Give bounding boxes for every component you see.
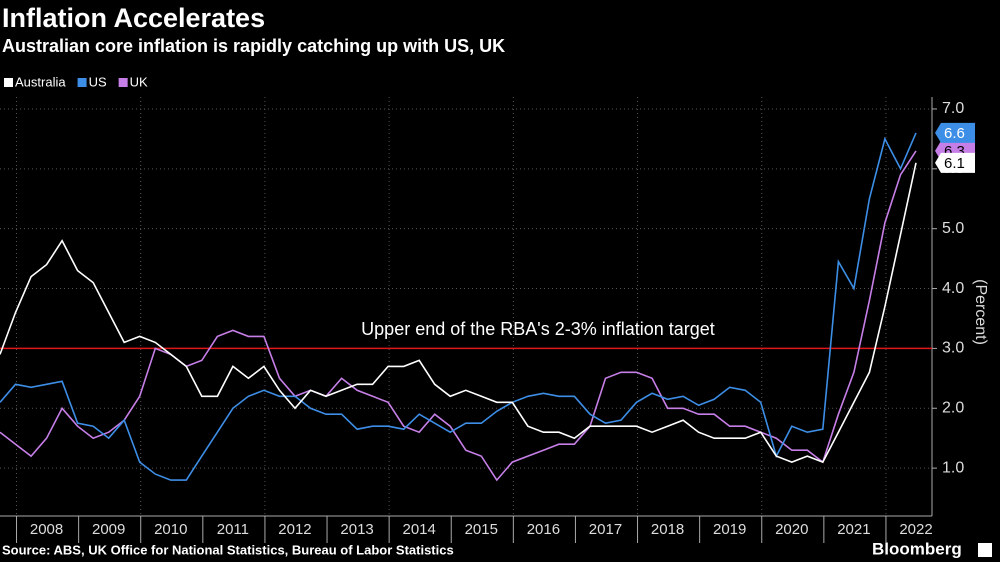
series-line [0,162,917,464]
x-tick-label: 2015 [465,521,498,538]
chart-subtitle: Australian core inflation is rapidly cat… [2,36,505,56]
x-tick-label: 2012 [278,521,311,538]
x-tick-label: 2018 [651,521,684,538]
y-tick-label: 3.0 [942,340,964,357]
x-tick-label: 2020 [775,521,808,538]
x-tick-label: 2014 [402,521,435,538]
source: Source: ABS, UK Office for National Stat… [2,542,454,557]
legend-label: US [89,74,107,89]
end-label-tag [935,152,975,173]
series-line [0,150,917,482]
brand: Bloomberg [872,539,962,558]
end-label: 6.1 [944,155,965,172]
legend-swatch [118,78,128,87]
y-tick-label: 7.0 [942,100,964,117]
legend-label: UK [130,74,148,89]
reference-label: Upper end of the RBA's 2-3% inflation ta… [361,319,715,339]
legend-swatch [4,78,13,87]
y-tick-label: 1.0 [942,459,964,476]
y-tick-label: 5.0 [942,220,964,237]
legend-label: Australia [15,74,66,89]
legend-swatch [77,78,87,87]
x-tick-label: 2021 [837,521,870,538]
x-tick-label: 2009 [92,521,125,538]
end-label-tag [935,122,975,143]
x-tick-label: 2011 [217,521,249,538]
series-line [0,132,917,481]
x-tick-label: 2022 [899,521,932,538]
x-tick-label: 2016 [527,521,560,538]
x-tick-label: 2019 [713,521,746,538]
y-tick-label: 4.0 [942,280,964,297]
x-tick-label: 2010 [154,521,187,538]
end-label: 6.6 [944,125,965,142]
y-axis-label: (Percent) [972,279,989,345]
brand-icon [978,543,992,557]
y-tick-label: 2.0 [942,399,964,416]
chart-title: Inflation Accelerates [2,3,265,33]
x-tick-label: 2008 [30,521,63,538]
x-tick-label: 2013 [340,521,373,538]
x-tick-label: 2017 [589,521,622,538]
